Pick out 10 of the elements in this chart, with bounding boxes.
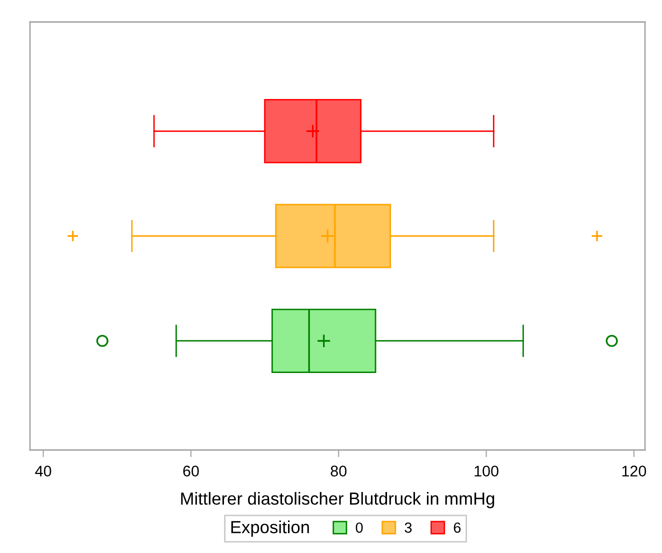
legend-label: 0 bbox=[356, 522, 363, 533]
x-tick-label: 60 bbox=[183, 466, 199, 476]
x-tick-label: 100 bbox=[474, 466, 498, 476]
legend-label: 3 bbox=[404, 522, 412, 533]
x-axis-title: Mittlerer diastolischer Blutdruck in mmHg bbox=[181, 492, 494, 508]
legend-title: Exposition bbox=[231, 520, 309, 537]
x-tick-label: 40 bbox=[35, 466, 52, 476]
legend-label: 6 bbox=[454, 522, 461, 533]
x-tick-label: 80 bbox=[330, 466, 347, 476]
x-tick-label: 120 bbox=[622, 466, 646, 476]
